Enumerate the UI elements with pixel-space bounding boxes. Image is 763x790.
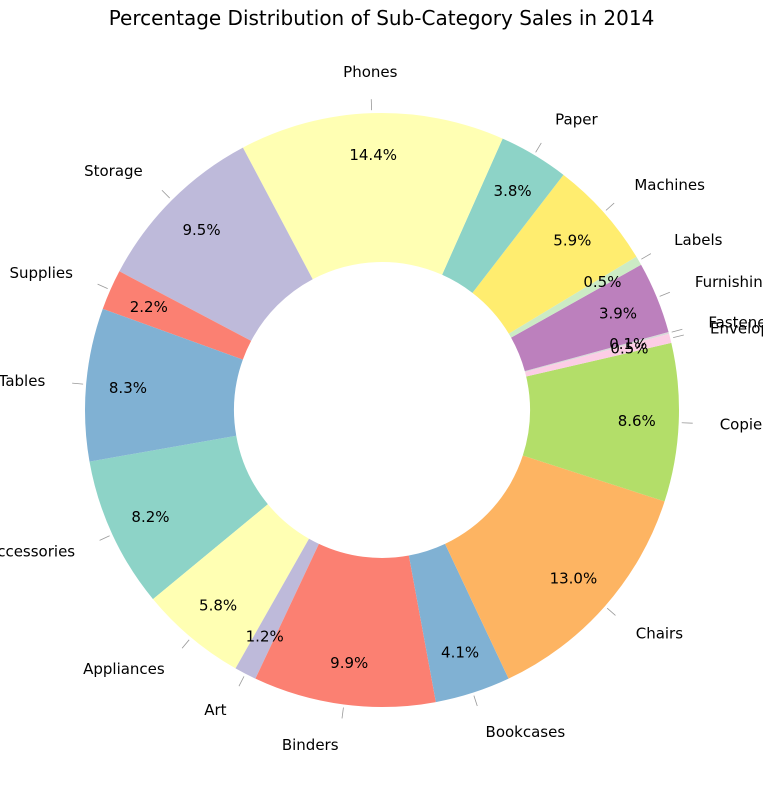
slice-art — [235, 538, 319, 679]
category-label-furnishings: Furnishings — [695, 273, 763, 291]
slice-copiers — [522, 342, 679, 502]
percent-label-bookcases: 4.1% — [441, 644, 479, 662]
slice-chairs — [445, 455, 665, 679]
slice-envelopes — [525, 333, 672, 377]
category-label-machines: Machines — [634, 176, 705, 194]
leader-line-supplies — [97, 283, 108, 289]
slice-fasteners — [524, 332, 670, 373]
leader-line-fasteners — [671, 328, 683, 333]
percent-label-appliances: 5.8% — [199, 596, 237, 614]
slice-appliances — [152, 504, 310, 669]
leader-lines-group — [72, 99, 693, 719]
leader-line-bookcases — [473, 695, 478, 707]
leader-line-furnishings — [659, 291, 670, 297]
category-label-art: Art — [204, 701, 226, 719]
leader-line-envelopes — [673, 334, 684, 338]
slice-paper — [442, 138, 564, 293]
slice-bookcases — [408, 543, 509, 703]
slice-labels — [508, 256, 642, 338]
percent-label-furnishings: 3.9% — [599, 304, 637, 322]
category-label-fasteners: Fasteners — [708, 313, 763, 331]
leader-line-appliances — [181, 639, 190, 649]
leader-line-art — [238, 676, 245, 687]
leader-line-binders — [341, 707, 344, 719]
category-label-tables: Tables — [0, 372, 45, 390]
leader-line-machines — [605, 202, 615, 211]
chart-title: Percentage Distribution of Sub-Category … — [108, 6, 655, 30]
percent-label-supplies: 2.2% — [130, 298, 168, 316]
percent-label-copiers: 8.6% — [618, 412, 656, 430]
percent-label-storage: 9.5% — [182, 221, 220, 239]
leader-line-labels — [641, 253, 652, 260]
percent-label-labels: 0.5% — [583, 273, 621, 291]
category-label-appliances: Appliances — [83, 660, 165, 678]
category-label-supplies: Supplies — [9, 264, 73, 282]
category-label-copiers: Copiers — [720, 415, 763, 433]
slices-group — [85, 113, 679, 707]
percent-labels-group: 8.2%5.8%1.2%9.9%4.1%13.0%8.6%0.5%0.1%3.9… — [109, 146, 656, 672]
slice-phones — [242, 113, 503, 280]
slice-tables — [85, 308, 243, 462]
percent-label-accessories: 8.2% — [131, 508, 169, 526]
slice-accessories — [89, 435, 268, 600]
slice-supplies — [102, 271, 252, 360]
category-label-accessories: Accessories — [0, 543, 75, 561]
category-label-binders: Binders — [282, 736, 339, 754]
percent-label-phones: 14.4% — [349, 146, 397, 164]
slice-machines — [472, 174, 637, 334]
percent-label-paper: 3.8% — [494, 182, 532, 200]
percent-label-tables: 8.3% — [109, 379, 147, 397]
leader-line-accessories — [99, 535, 110, 541]
slice-furnishings — [511, 264, 669, 372]
percent-label-chairs: 13.0% — [550, 569, 598, 587]
category-label-chairs: Chairs — [636, 624, 684, 642]
category-labels-group: Accessories Appliances Art Binders Bookcases… — [0, 63, 763, 754]
category-label-storage: Storage — [84, 162, 143, 180]
percent-label-art: 1.2% — [246, 627, 284, 645]
percent-label-envelopes: 0.5% — [610, 339, 648, 357]
slice-binders — [255, 543, 436, 707]
category-label-bookcases: Bookcases — [486, 723, 566, 741]
percent-label-fasteners: 0.1% — [609, 335, 647, 353]
leader-line-paper — [535, 142, 542, 153]
percent-label-binders: 9.9% — [330, 654, 368, 672]
category-label-paper: Paper — [555, 111, 598, 129]
leader-line-storage — [161, 189, 170, 199]
category-label-labels: Labels — [674, 231, 722, 249]
category-label-envelopes: Envelopes — [710, 319, 763, 337]
percent-label-machines: 5.9% — [553, 231, 591, 249]
slice-storage — [119, 147, 313, 341]
leader-line-chairs — [606, 607, 616, 616]
category-label-phones: Phones — [343, 63, 397, 81]
leader-line-tables — [72, 382, 84, 385]
